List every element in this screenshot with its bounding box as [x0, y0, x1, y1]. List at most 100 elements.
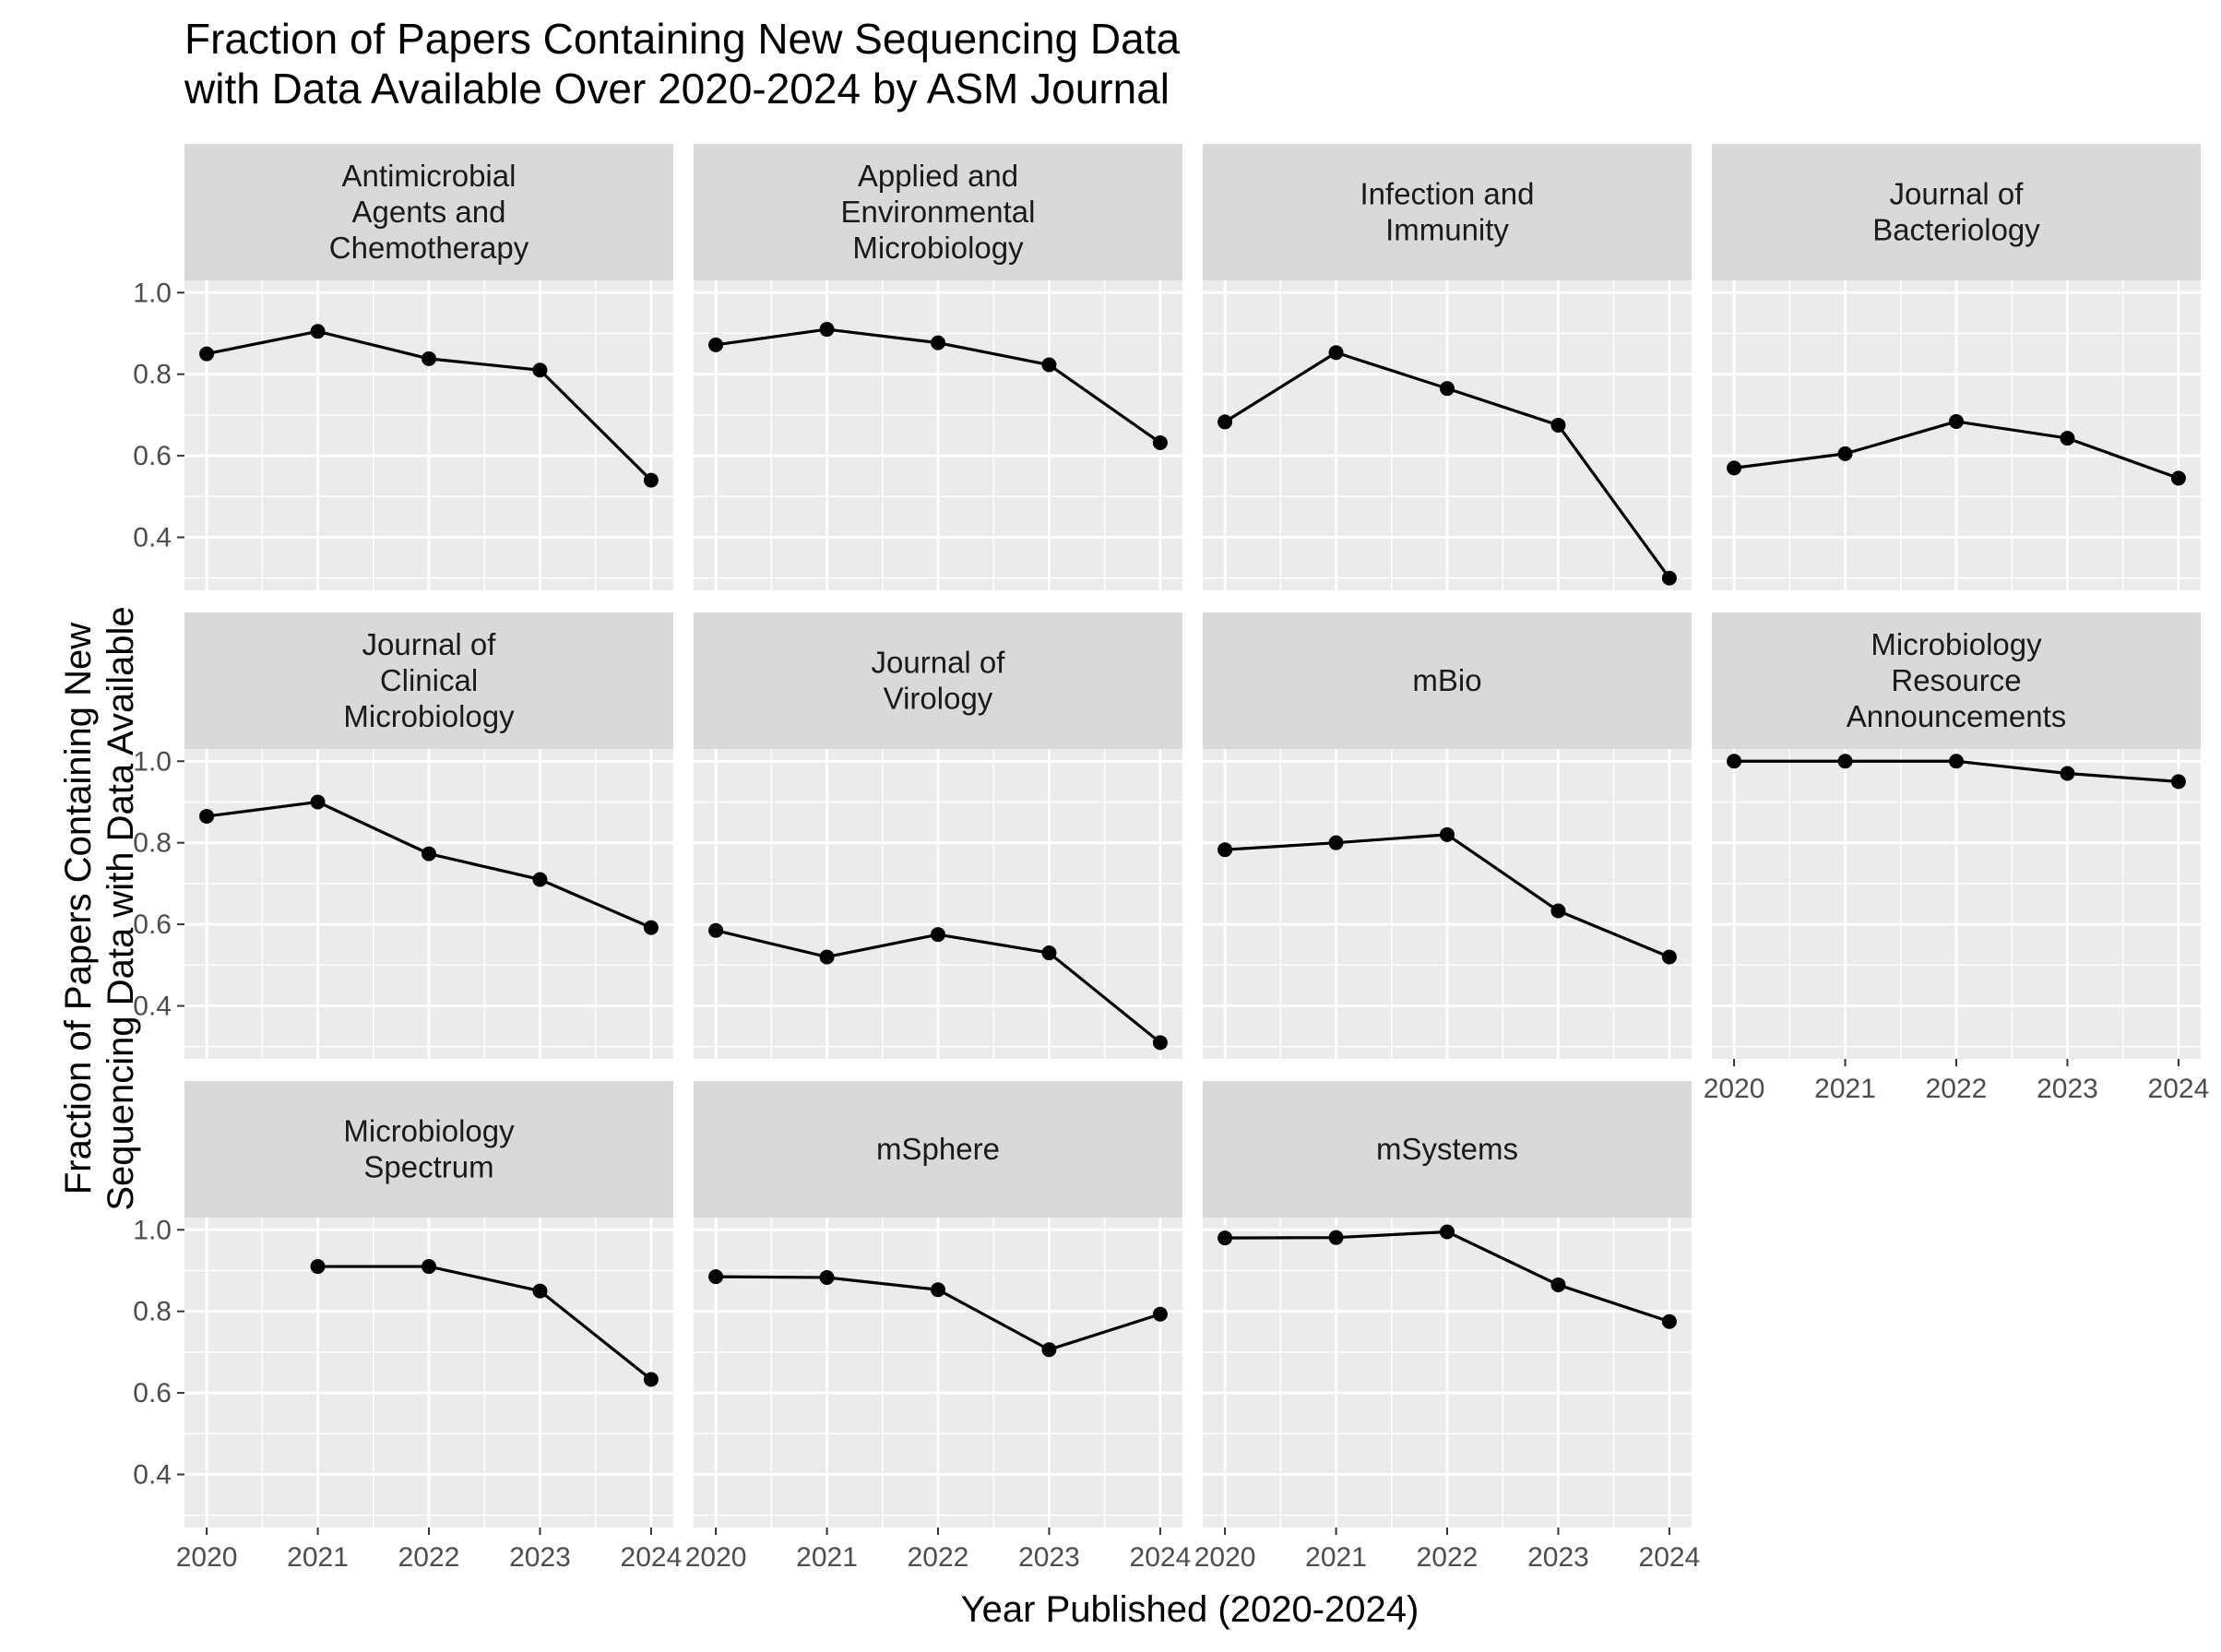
- x-tick-label: 2021: [1305, 1542, 1367, 1573]
- data-point: [1041, 1342, 1057, 1358]
- facet-strip: [1203, 1081, 1692, 1218]
- data-point: [532, 362, 548, 378]
- data-point: [819, 949, 835, 965]
- data-point: [1152, 1306, 1168, 1322]
- data-point: [2170, 470, 2186, 486]
- facet-strip: [184, 612, 673, 749]
- facet-strip-label: mSphere: [876, 1132, 1000, 1166]
- facet-strip-label: mBio: [1412, 663, 1481, 697]
- facet-strip: [1203, 612, 1692, 749]
- facet-infection-and-immunity: Infection and Immunity: [1203, 144, 1692, 590]
- data-point: [1661, 570, 1677, 586]
- data-point: [1949, 754, 1964, 769]
- facet-strip: [1712, 144, 2201, 280]
- facet-strip-label: Journal of Clinical Microbiology: [343, 627, 515, 733]
- y-tick-label: 0.4: [133, 1460, 172, 1491]
- data-point: [819, 1269, 835, 1285]
- y-tick-label: 0.4: [133, 523, 172, 553]
- data-point: [199, 346, 215, 362]
- facet-mbio: mBio: [1203, 612, 1692, 1059]
- y-axis-title-text: Fraction of Papers Containing NewSequenc…: [58, 606, 141, 1210]
- facet-strip: [694, 144, 1182, 280]
- data-point: [2060, 431, 2075, 446]
- data-point: [2060, 766, 2075, 781]
- facet-microbiology-spectrum: Microbiology Spectrum 0.4 0.6 0.8 1.0 2020 2021…: [133, 1081, 682, 1573]
- facet-microbiology-resource-announcements: Microbiology Resource Announcements 2020 202…: [1704, 612, 2209, 1104]
- data-point: [1550, 903, 1566, 919]
- x-axis-title: Year Published (2020-2024): [961, 1589, 1419, 1630]
- x-tick-label: 2020: [685, 1542, 747, 1573]
- data-point: [310, 1259, 326, 1275]
- x-tick-label: 2023: [1018, 1542, 1080, 1573]
- data-point: [199, 808, 215, 824]
- facet-journal-of-clinical-microbiology: Journal of Clinical Microbiology 0.4 0.6 0.8 1…: [133, 612, 673, 1059]
- facet-strip: [184, 1081, 673, 1218]
- y-tick-label: 1.0: [133, 278, 172, 308]
- data-point: [708, 922, 724, 938]
- y-tick-label: 1.0: [133, 1215, 172, 1245]
- data-point: [422, 1259, 436, 1275]
- x-tick-label: 2022: [908, 1542, 969, 1573]
- x-tick-label: 2022: [1926, 1074, 1988, 1104]
- data-point: [422, 351, 436, 366]
- data-point: [931, 927, 945, 943]
- facet-strip: [694, 1081, 1182, 1218]
- facet-journal-of-bacteriology: Journal of Bacteriology: [1712, 144, 2201, 590]
- x-tick-label: 2022: [398, 1542, 460, 1573]
- y-tick-label: 0.8: [133, 1297, 172, 1327]
- data-point: [643, 920, 659, 935]
- data-point: [1837, 446, 1853, 461]
- facet-strip-label: Infection and Immunity: [1360, 177, 1535, 247]
- facet-strip-label: Microbiology Spectrum: [343, 1114, 515, 1184]
- y-tick-label: 1.0: [133, 746, 172, 777]
- y-tick-label: 0.8: [133, 360, 172, 390]
- x-tick-label: 2024: [1639, 1542, 1701, 1573]
- facet-strip-label: mSystems: [1376, 1132, 1518, 1166]
- data-point: [532, 1283, 548, 1299]
- data-point: [931, 1282, 945, 1298]
- y-tick-label: 0.6: [133, 1378, 172, 1408]
- x-tick-label: 2024: [621, 1542, 683, 1573]
- data-point: [1661, 949, 1677, 965]
- chart-title-text: Fraction of Papers Containing New Sequen…: [184, 15, 1180, 113]
- data-point: [643, 472, 659, 488]
- data-point: [1440, 826, 1455, 842]
- facet-strip-label: Antimicrobial Agents and Chemotherapy: [329, 159, 529, 265]
- data-point: [1661, 1313, 1677, 1329]
- series-line: [317, 1265, 652, 1381]
- data-point: [310, 324, 326, 339]
- data-point: [310, 794, 326, 810]
- facet-strip-label: Journal of Bacteriology: [1872, 177, 2040, 247]
- data-point: [1440, 381, 1455, 397]
- facet-strip-label: Microbiology Resource Announcements: [1847, 627, 2067, 733]
- data-point: [1217, 414, 1233, 430]
- data-point: [2170, 774, 2186, 790]
- x-tick-label: 2020: [176, 1542, 238, 1573]
- facet-antimicrobial-agents-and-chemotherapy: Antimicrobial Agents and Chemotherapy 0.4 0.…: [133, 144, 673, 590]
- facet-strip-label: Applied and Environmental Microbiology: [841, 159, 1036, 265]
- data-point: [1041, 357, 1057, 373]
- data-point: [1727, 460, 1742, 476]
- data-point: [1440, 1224, 1455, 1240]
- y-axis-title: Fraction of Papers Containing NewSequenc…: [58, 606, 141, 1210]
- data-point: [643, 1372, 659, 1387]
- x-tick-label: 2023: [2037, 1074, 2098, 1104]
- facet-strip: [694, 612, 1182, 749]
- facet-strip: [1712, 612, 2201, 749]
- data-point: [1217, 1230, 1233, 1246]
- x-tick-label: 2023: [509, 1542, 571, 1573]
- data-point: [1949, 413, 1964, 429]
- data-point: [1328, 345, 1344, 361]
- x-tick-label: 2022: [1417, 1542, 1479, 1573]
- data-point: [1152, 434, 1168, 450]
- y-tick-label: 0.4: [133, 992, 172, 1022]
- data-point: [422, 846, 436, 862]
- data-point: [1550, 417, 1566, 433]
- data-point: [1217, 842, 1233, 858]
- x-tick-label: 2021: [1814, 1074, 1876, 1104]
- y-tick-label: 0.6: [133, 909, 172, 940]
- data-point: [819, 322, 835, 338]
- x-tick-label: 2021: [287, 1542, 349, 1573]
- data-point: [708, 337, 724, 352]
